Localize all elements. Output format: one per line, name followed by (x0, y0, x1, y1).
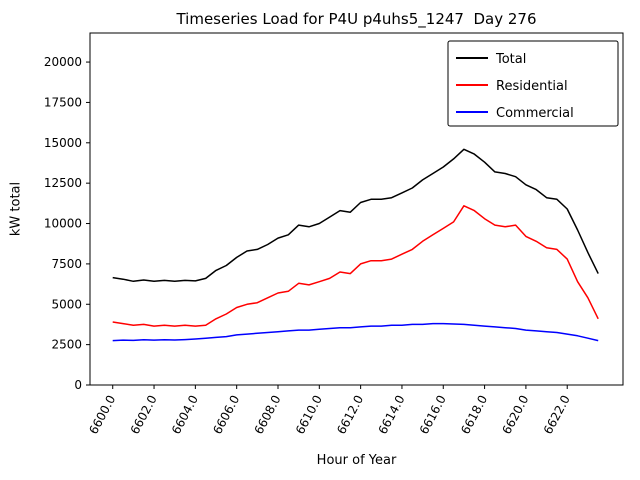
x-tick-label: 6604.0 (169, 393, 201, 437)
x-tick-label: 6612.0 (334, 393, 366, 437)
y-tick-label: 2500 (51, 338, 82, 352)
y-tick-label: 17500 (44, 95, 82, 109)
y-tick-label: 0 (74, 378, 82, 392)
chart-title: Timeseries Load for P4U p4uhs5_1247 Day … (176, 10, 537, 28)
y-tick-label: 12500 (44, 176, 82, 190)
y-tick-label: 20000 (44, 55, 82, 69)
x-tick-label: 6608.0 (252, 393, 284, 437)
y-tick-label: 15000 (44, 136, 82, 150)
legend-label-commercial: Commercial (496, 106, 574, 121)
legend-box (447, 40, 619, 127)
x-axis-label: Hour of Year (316, 453, 397, 468)
x-tick-label: 6620.0 (499, 393, 531, 437)
x-tick-label: 6606.0 (210, 393, 242, 437)
x-tick-label: 6618.0 (458, 393, 490, 437)
x-tick-label: 6602.0 (128, 393, 160, 437)
x-tick-label: 6616.0 (417, 393, 449, 437)
legend: Total Residential Commercial (447, 40, 619, 127)
x-tick-label: 6610.0 (293, 393, 325, 437)
x-tick-label: 6622.0 (541, 393, 573, 437)
total-line (112, 148, 599, 283)
x-tick-label: 6600.0 (86, 393, 118, 437)
legend-label-residential: Residential (496, 79, 568, 94)
residential-line (112, 205, 599, 327)
commercial-line (112, 322, 599, 342)
y-tick-label: 5000 (51, 297, 82, 311)
y-tick-label: 7500 (51, 257, 82, 271)
x-tick-label: 6614.0 (376, 393, 408, 437)
legend-label-total: Total (495, 52, 526, 67)
y-tick-label: 10000 (44, 217, 82, 231)
